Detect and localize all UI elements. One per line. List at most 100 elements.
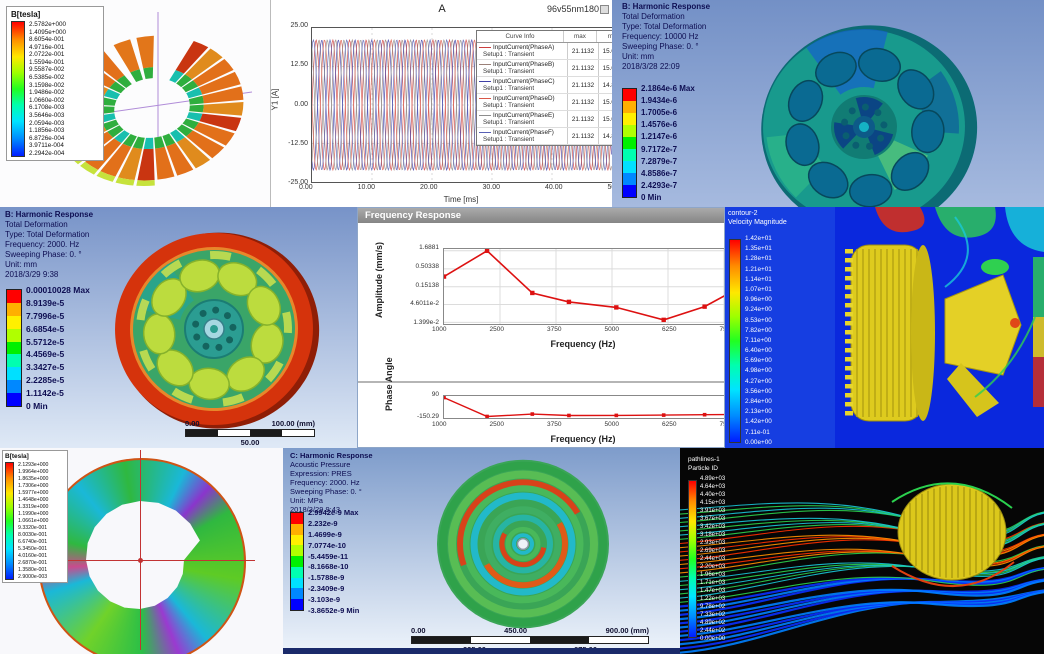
- frequency-tick-label: 2500: [489, 421, 504, 428]
- colorbar-cell: [7, 380, 21, 394]
- contour-legend-title: contour-2 Velocity Magnitude: [728, 210, 787, 227]
- colorbar-cell: [623, 173, 636, 185]
- colorbar-cell: [7, 341, 21, 355]
- colorbar-cell: [291, 577, 303, 589]
- frequency-tick-label: 5000: [604, 421, 619, 428]
- legend-value: 4.8586e-7: [641, 168, 678, 178]
- curve-swatch: [479, 114, 491, 116]
- curve-name: InputCurrent(PhaseA): [493, 44, 555, 51]
- legend-value: 1.9486e-002: [29, 89, 65, 97]
- legend-value: 3.18e+03: [700, 532, 726, 538]
- curve-info-row: InputCurrent(PhaseF) Setup1 : Transient 21…: [477, 128, 613, 145]
- legend-value: 1.7005e-6: [641, 108, 678, 118]
- window-title-bar[interactable]: Frequency Response: [358, 208, 724, 223]
- current-plot-panel: A 96v55nm180 Y1 [A] 25.00 12.50 0.00 -12.50…: [270, 0, 613, 207]
- colorbar-cell: [291, 523, 303, 535]
- plot-corner-icon: [600, 5, 609, 14]
- curve-name: InputCurrent(PhaseE): [493, 112, 555, 119]
- colorbar-cell: [7, 354, 21, 368]
- legend-value: 3.67e+03: [700, 516, 726, 522]
- deformation-legend: 2.1864e-6 Max 1.9434e-6 1.7005e-6 1.4576e-6…: [622, 84, 695, 202]
- legend-value: 8.53e+00: [745, 316, 772, 324]
- curve-max: 21.1132: [567, 111, 598, 127]
- colorbar-cell: [291, 534, 303, 546]
- ruler-label-min: 0.00: [185, 419, 200, 428]
- result-header-line: Frequency: 2000. Hz: [290, 478, 360, 487]
- header-max: max: [563, 31, 596, 42]
- result-header-line: B: Harmonic Response: [622, 2, 711, 11]
- pathlines-name: pathlines-1: [688, 456, 720, 463]
- result-header-line: Acoustic Pressure: [290, 460, 351, 469]
- y-tick-label: 0.00: [294, 100, 308, 108]
- legend-value: 2.84e+00: [745, 398, 772, 405]
- phase-x-ticks: 1000 2500 3750 5000 6250 7500: [432, 421, 724, 428]
- legend-value: 1.3580e-001: [18, 567, 48, 573]
- ruler-label-min: 0.00: [411, 626, 426, 635]
- result-header-line: Sweeping Phase: 0. °: [5, 250, 82, 259]
- legend-value: 9.5587e-002: [29, 66, 65, 74]
- acoustic-pressure-panel: C: Harmonic Response Acoustic Pressure Exp…: [283, 448, 680, 654]
- legend-value: 2.44e+03: [700, 556, 726, 562]
- result-header-line: Total Deformation: [5, 220, 68, 229]
- colorbar-cell: [7, 367, 21, 381]
- frequency-tick-label: 7500: [719, 326, 725, 333]
- curve-swatch: [479, 131, 491, 133]
- pathlines-legend-values: 4.89e+03 4.64e+03 4.40e+03 4.15e+03 3.91e+03…: [700, 476, 725, 642]
- legend-value: 3.91e+03: [700, 508, 726, 514]
- x-tick-label: 50.00: [607, 184, 613, 191]
- legend-colorbar: [622, 88, 637, 198]
- plot-title: A: [438, 3, 446, 15]
- legend-value: 1.9434e-6: [641, 96, 678, 106]
- curve-info-row: InputCurrent(PhaseB) Setup1 : Transient 21…: [477, 60, 613, 77]
- contour-quantity: Velocity Magnitude: [728, 218, 787, 226]
- legend-value: 2.69e+03: [700, 548, 726, 554]
- phase-axis-label: Phase Angle: [383, 357, 394, 411]
- legend-colorbar: [688, 480, 697, 638]
- result-header-line: 2018/3/29 9:38: [5, 270, 59, 279]
- legend-value: 8.0030e-001: [18, 532, 48, 538]
- result-header-line: Unit: MPa: [290, 496, 323, 505]
- legend-value: 8.9139e-5: [26, 297, 65, 308]
- legend-value: 6.8726e-004: [29, 134, 65, 142]
- curve-info-row: InputCurrent(PhaseE) Setup1 : Transient 21…: [477, 111, 613, 128]
- amplitude-tick-label: 0.15138: [415, 281, 440, 289]
- bottom-strip: [283, 648, 680, 654]
- legend-value: 7.82e+00: [745, 326, 772, 334]
- contour-name: contour-2: [728, 210, 758, 217]
- curve-info-row: InputCurrent(PhaseC) Setup1 : Transient 21…: [477, 77, 613, 94]
- velocity-legend-values: 1.42e+01 1.35e+01 1.28e+01 1.21e+01 1.14e+01…: [745, 235, 772, 446]
- legend-value: 7.11e-01: [745, 428, 770, 436]
- legend-value: 4.98e+00: [745, 367, 772, 375]
- harmonic-response-10000hz-panel: B: Harmonic Response Total Deformation Typ…: [612, 0, 1044, 207]
- curve-name: InputCurrent(PhaseD): [493, 95, 555, 102]
- deformation-legend: 0.00010028 Max 8.9139e-5 7.7996e-5 6.6854e-…: [6, 285, 90, 411]
- result-header: C: Harmonic Response Acoustic Pressure Exp…: [290, 451, 373, 514]
- colorbar-cell: [623, 101, 636, 113]
- phase-ticks: 90 -150.29: [406, 391, 439, 420]
- curve-rms: 14.8750: [598, 77, 613, 93]
- legend-value: 1.2147e-6: [641, 132, 678, 142]
- legend-value: 2.93e+03: [700, 540, 726, 546]
- scale-ruler: 0.00 100.00 (mm) 50.00: [185, 419, 315, 447]
- phase-curve: [444, 396, 724, 418]
- result-header: B: Harmonic Response Total Deformation Typ…: [5, 210, 93, 280]
- legend-value: 1.0661e+000: [18, 518, 49, 524]
- curve-max: 21.1132: [567, 43, 598, 59]
- colorbar-cell: [7, 302, 21, 316]
- legend-value: 9.3320e-001: [18, 525, 48, 531]
- colorbar-cell: [623, 185, 636, 197]
- legend-colorbar: [5, 462, 14, 580]
- legend-value: 1.4699e-9: [308, 529, 342, 539]
- result-header-line: Sweeping Phase: 0. °: [622, 42, 699, 51]
- curve-swatch: [479, 46, 491, 48]
- result-header-line: Sweeping Phase: 0. °: [290, 487, 362, 496]
- streamlines-model: [680, 482, 1044, 654]
- result-header-line: C: Harmonic Response: [290, 451, 373, 460]
- frequency-response-window: Frequency Response Amplitude (mm/s) 1.68…: [357, 207, 725, 448]
- legend-value: 4.15e+03: [700, 500, 726, 506]
- curve-info-row: InputCurrent(PhaseD) Setup1 : Transient 21…: [477, 94, 613, 111]
- phase-tick-label: -150.29: [416, 413, 439, 420]
- velocity-contour-model: [725, 207, 1044, 448]
- amplitude-tick-label: 1.399e-2: [413, 319, 439, 326]
- frequency-tick-label: 6250: [662, 421, 677, 428]
